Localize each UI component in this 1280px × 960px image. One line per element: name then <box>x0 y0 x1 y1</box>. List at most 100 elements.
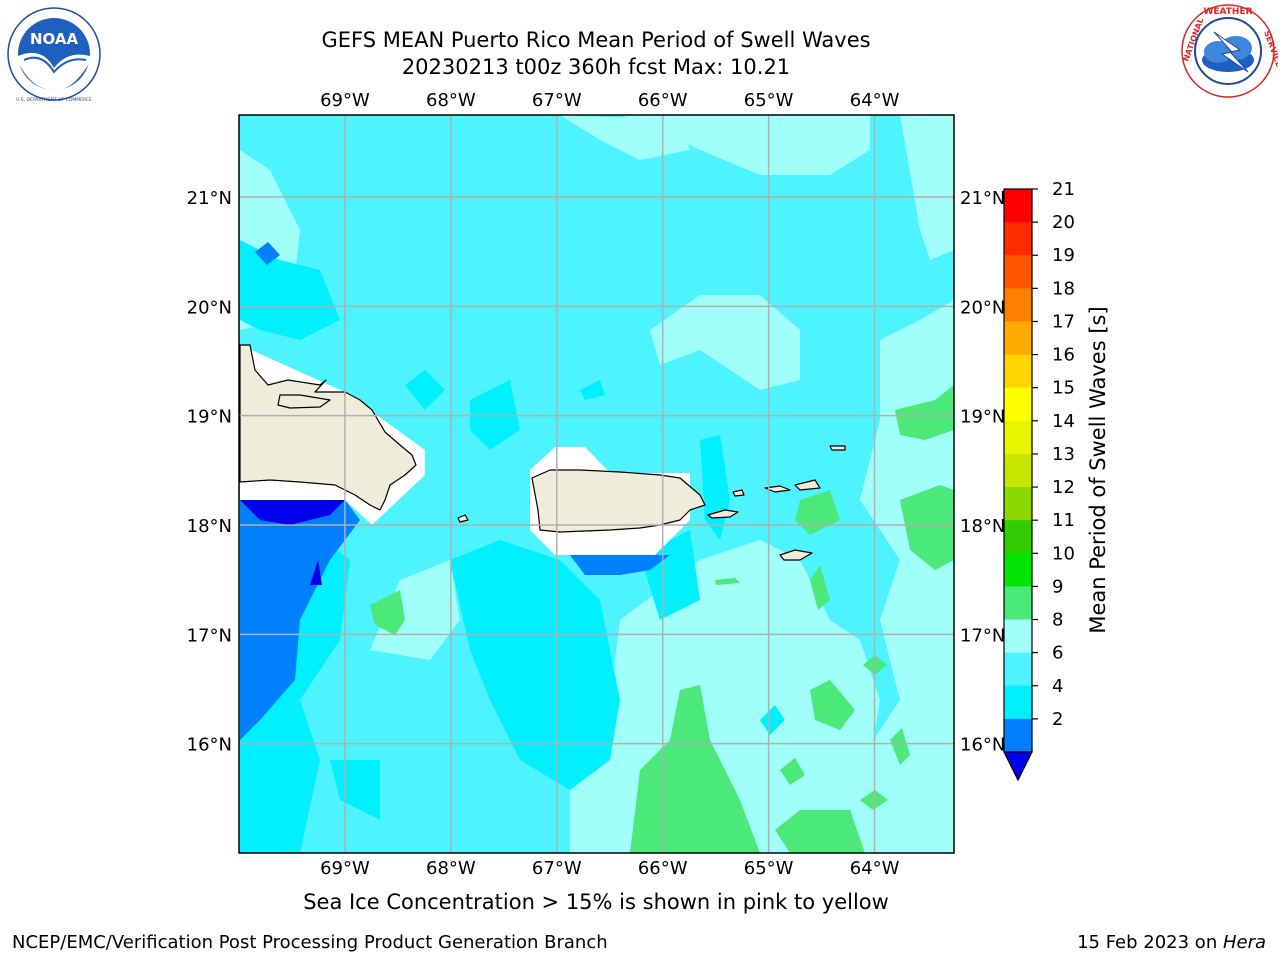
footer-host: Hera <box>1222 932 1266 953</box>
colorbar-tick-label: 18 <box>1052 278 1075 299</box>
lon-label-bottom: 69°W <box>320 858 370 879</box>
colorbar-frame <box>1003 188 1033 753</box>
nws-logo: WEATHER NATIONAL SERVICE <box>1181 4 1278 98</box>
contour-8-9-north <box>520 115 870 175</box>
lat-label-right: 19°N <box>960 407 1005 428</box>
colorbar-label: Mean Period of Swell Waves [s] <box>1086 306 1110 633</box>
lat-label-left: 21°N <box>187 188 232 209</box>
lon-label-top: 69°W <box>320 90 370 111</box>
lat-label-right: 16°N <box>960 735 1005 756</box>
svg-text:WEATHER: WEATHER <box>1203 7 1252 17</box>
colorbar-tick-label: 13 <box>1052 444 1075 465</box>
colorbar-tick-label: 16 <box>1052 345 1075 366</box>
colorbar-tick-label: 17 <box>1052 311 1075 332</box>
contour-8-9-north-b <box>560 115 690 160</box>
contour-6-8-nw <box>240 115 420 175</box>
colorbar-tick-label: 19 <box>1052 245 1075 266</box>
contour-2-4-sw <box>240 500 360 740</box>
contour-2-4-pr-south <box>570 555 670 575</box>
noaa-logo: NOAA U.S. DEPARTMENT OF COMMERCE <box>7 7 101 103</box>
colorbar-segment <box>1004 288 1032 322</box>
lat-label-right: 20°N <box>960 297 1005 318</box>
lon-label-bottom: 66°W <box>638 858 688 879</box>
field-layer <box>239 115 954 853</box>
contour-8-9-mid <box>650 295 800 390</box>
contour-9-10-e <box>890 728 910 765</box>
lat-label-right: 18°N <box>960 516 1005 537</box>
colorbar-tick-label: 4 <box>1052 676 1063 697</box>
colorbar-segment <box>1004 487 1032 521</box>
footer-date-text: 15 Feb 2023 on <box>1077 932 1223 953</box>
colorbar-tick-label: 21 <box>1052 179 1075 200</box>
colorbar-extend-arrow <box>1003 751 1033 782</box>
st-croix-island <box>779 549 813 561</box>
colorbar-segment <box>1004 189 1032 223</box>
colorbar-segment <box>1004 586 1032 621</box>
contour-below-2-a <box>240 500 345 525</box>
saona-strip <box>277 394 331 409</box>
map-frame <box>238 114 955 854</box>
colorbar-segment <box>1004 354 1032 389</box>
colorbar-tick-label: 9 <box>1052 576 1063 597</box>
vieques-island <box>707 509 739 519</box>
contour-4-6-sw-b <box>240 760 280 820</box>
colorbar-segment <box>1004 520 1032 554</box>
colorbar-segment <box>1004 321 1032 356</box>
svg-text:U.S. DEPARTMENT OF COMMERCE: U.S. DEPARTMENT OF COMMERCE <box>16 97 92 103</box>
colorbar-tick-label: 11 <box>1052 510 1075 531</box>
contour-4-6-b <box>405 370 445 410</box>
contour-4-6-f <box>760 705 785 735</box>
contour-9-10-se <box>775 810 865 853</box>
lon-label-bottom: 68°W <box>426 858 476 879</box>
contour-2-4-nw-patch <box>255 242 280 265</box>
lon-label-top: 66°W <box>638 90 688 111</box>
contour-9-10-h <box>715 578 740 585</box>
contour-9-10-ne <box>895 385 954 440</box>
contour-9-10-west <box>370 590 405 635</box>
lon-label-top: 64°W <box>850 90 900 111</box>
colorbar-tick-label: 20 <box>1052 212 1075 233</box>
lat-label-right: 21°N <box>960 188 1005 209</box>
contour-4-6-c <box>580 380 605 400</box>
colorbar-tick-label: 12 <box>1052 477 1075 498</box>
colorbar-segment <box>1004 420 1032 455</box>
contour-9-10-f <box>795 490 840 535</box>
sea-ice-caption: Sea Ice Concentration > 15% is shown in … <box>303 890 889 914</box>
contour-9-10-g <box>810 565 830 610</box>
colorbar-tick-label: 8 <box>1052 610 1063 631</box>
chart-subtitle: 20230213 t00z 360h fcst Max: 10.21 <box>401 55 791 79</box>
colorbar-segment <box>1004 553 1032 587</box>
lat-label-left: 16°N <box>187 735 232 756</box>
lat-label-left: 17°N <box>187 625 232 646</box>
colorbar-segment <box>1004 718 1032 753</box>
contour-9-10-a <box>810 680 855 730</box>
lat-label-right: 17°N <box>960 625 1005 646</box>
colorbar-tick-label: 6 <box>1052 643 1063 664</box>
contour-4-6-sw-c <box>330 760 380 820</box>
colorbar-segment <box>1004 222 1032 256</box>
lon-label-bottom: 65°W <box>744 858 794 879</box>
colorbar-tick-label: 14 <box>1052 411 1075 432</box>
colorbar-segment <box>1004 453 1032 488</box>
chart-title: GEFS MEAN Puerto Rico Mean Period of Swe… <box>321 28 871 52</box>
colorbar-segment <box>1004 685 1032 720</box>
contour-below-2-b <box>310 560 322 585</box>
lon-label-top: 68°W <box>426 90 476 111</box>
colorbar-segment <box>1004 255 1032 289</box>
contour-8-9-ne <box>900 115 954 260</box>
colorbar-tick-label: 15 <box>1052 378 1075 399</box>
footer-date: 15 Feb 2023 on Hera <box>1077 932 1266 953</box>
contour-9-10-b <box>780 758 805 785</box>
colorbar-tick-label: 10 <box>1052 543 1075 564</box>
mona-island <box>457 514 469 523</box>
contour-8-9-east <box>860 300 954 853</box>
lat-label-left: 18°N <box>187 516 232 537</box>
bvi-island <box>794 479 821 491</box>
svg-text:NOAA: NOAA <box>30 30 79 48</box>
colorbar-segment <box>1004 652 1032 687</box>
colorbar-segment <box>1004 619 1032 654</box>
lon-label-bottom: 67°W <box>532 858 582 879</box>
puerto-rico-land <box>531 469 706 533</box>
lat-label-left: 19°N <box>187 407 232 428</box>
